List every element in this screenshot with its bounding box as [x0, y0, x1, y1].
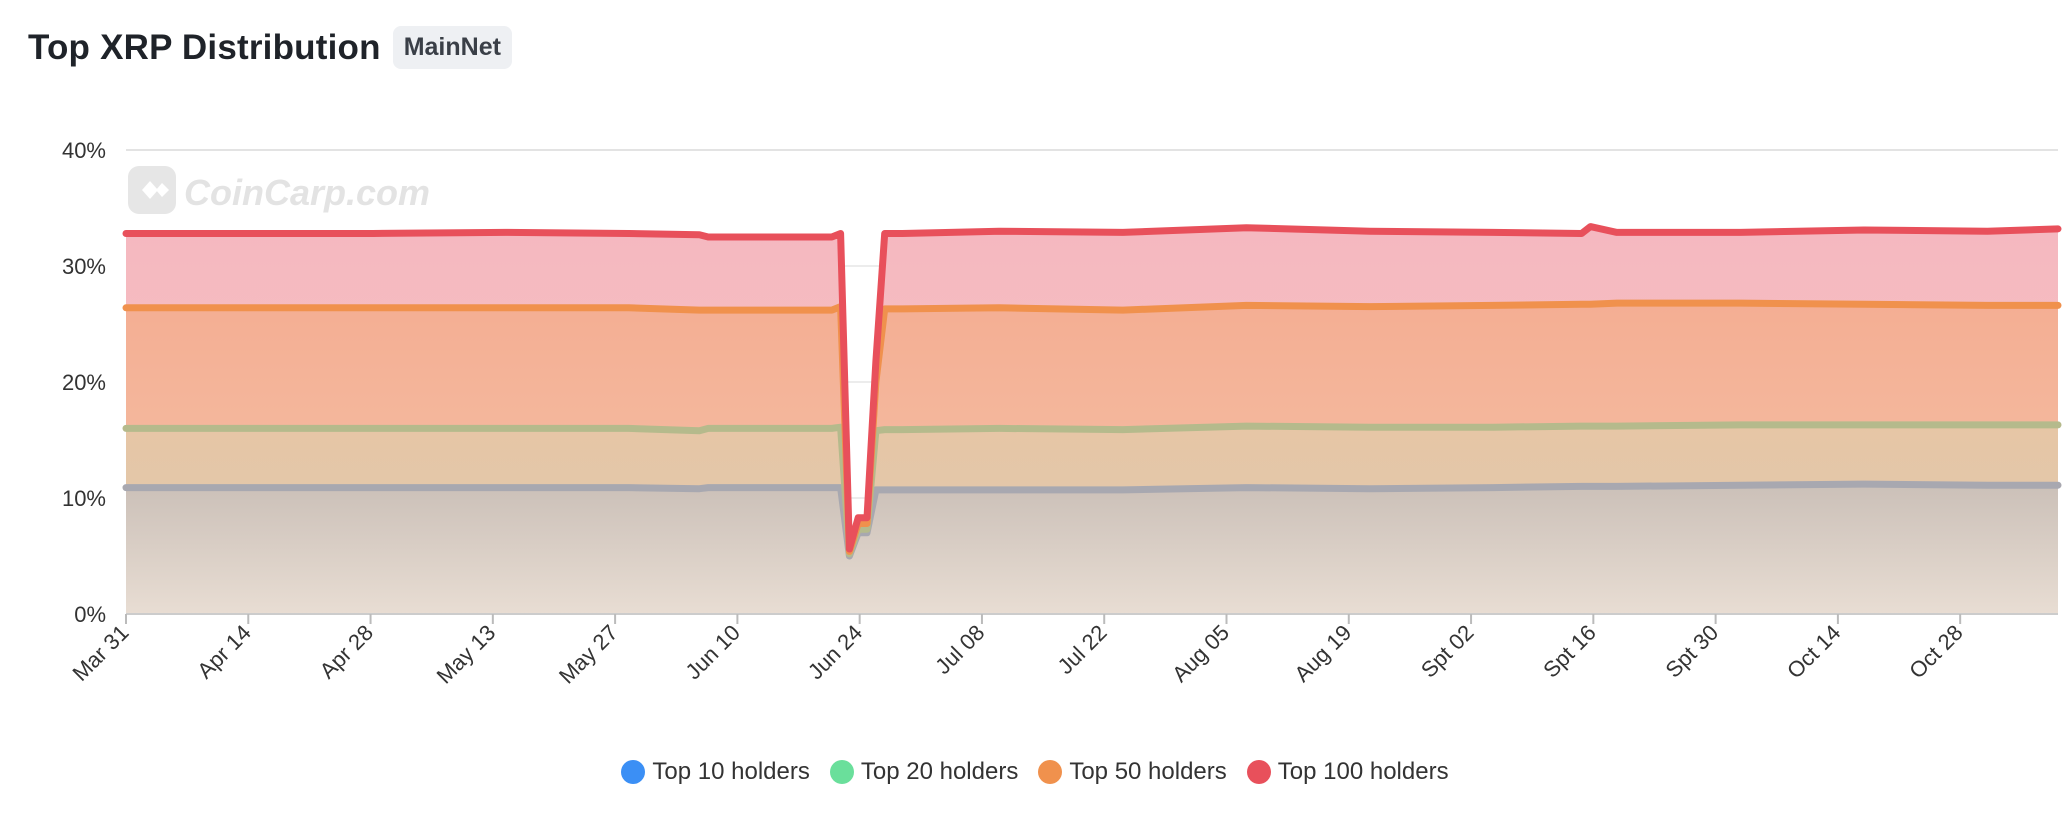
x-tick-label: Apr 28: [315, 620, 379, 684]
chart-header: Top XRP Distribution MainNet: [28, 26, 512, 69]
watermark-text: CoinCarp.com: [184, 172, 430, 213]
line-top50[interactable]: [122, 299, 2062, 555]
y-tick-label: 10%: [62, 486, 106, 511]
line-top100[interactable]: [122, 223, 2062, 553]
series-lines: [122, 223, 2062, 560]
x-tick-label: Jul 22: [1053, 620, 1112, 679]
x-tick-label: Jun 10: [681, 620, 745, 684]
y-tick-label: 30%: [62, 254, 106, 279]
x-tick-label: Oct 28: [1904, 620, 1968, 684]
x-tick-label: Spt 30: [1660, 620, 1723, 683]
legend-dot-icon: [829, 760, 854, 784]
x-tick-label: May 27: [554, 620, 623, 689]
x-tick-label: Apr 14: [192, 620, 256, 684]
legend-label: Top 50 holders: [1069, 758, 1227, 785]
y-tick-label: 20%: [62, 370, 106, 395]
x-tick-label: Aug 05: [1167, 620, 1234, 687]
page-title: Top XRP Distribution: [28, 27, 381, 67]
y-tick-label: 0%: [74, 602, 106, 627]
legend-label: Top 10 holders: [652, 758, 810, 785]
legend-item-top50[interactable]: Top 50 holders: [1038, 758, 1227, 786]
line-top20[interactable]: [122, 421, 2062, 558]
y-tick-label: 40%: [62, 138, 106, 163]
coincarp-logo-icon: [128, 166, 176, 214]
network-badge: MainNet: [392, 26, 512, 69]
x-tick-label: Mar 31: [67, 620, 133, 686]
x-tick-label: Spt 02: [1416, 620, 1479, 683]
x-tick-label: May 13: [432, 620, 501, 689]
area-top10: [126, 484, 2058, 614]
legend-label: Top 20 holders: [860, 758, 1019, 785]
legend-item-top20[interactable]: Top 20 holders: [829, 758, 1019, 786]
legend-dot-icon: [1038, 760, 1063, 784]
legend-label: Top 100 holders: [1277, 758, 1449, 785]
x-tick-label: Aug 19: [1289, 620, 1356, 687]
area-fills: [126, 226, 2058, 614]
legend-item-top10[interactable]: Top 10 holders: [621, 758, 810, 786]
legend-item-top100[interactable]: Top 100 holders: [1246, 758, 1449, 786]
legend-dot-icon: [1246, 760, 1271, 784]
x-tick-label: Jun 24: [803, 620, 867, 684]
distribution-chart: CoinCarp.com 0% 10% 20% 30% 40% Mar 31 Apr 14 A…: [62, 138, 2062, 689]
x-tick-label: Spt 16: [1538, 620, 1601, 683]
x-tick-label: Oct 14: [1782, 620, 1846, 684]
line-top10[interactable]: [122, 480, 2062, 560]
legend-dot-icon: [621, 760, 646, 784]
x-tick-label: Jul 08: [930, 620, 989, 679]
chart-legend: Top 10 holders Top 20 holders Top 50 holde…: [0, 758, 2070, 786]
watermark: CoinCarp.com: [128, 166, 430, 214]
